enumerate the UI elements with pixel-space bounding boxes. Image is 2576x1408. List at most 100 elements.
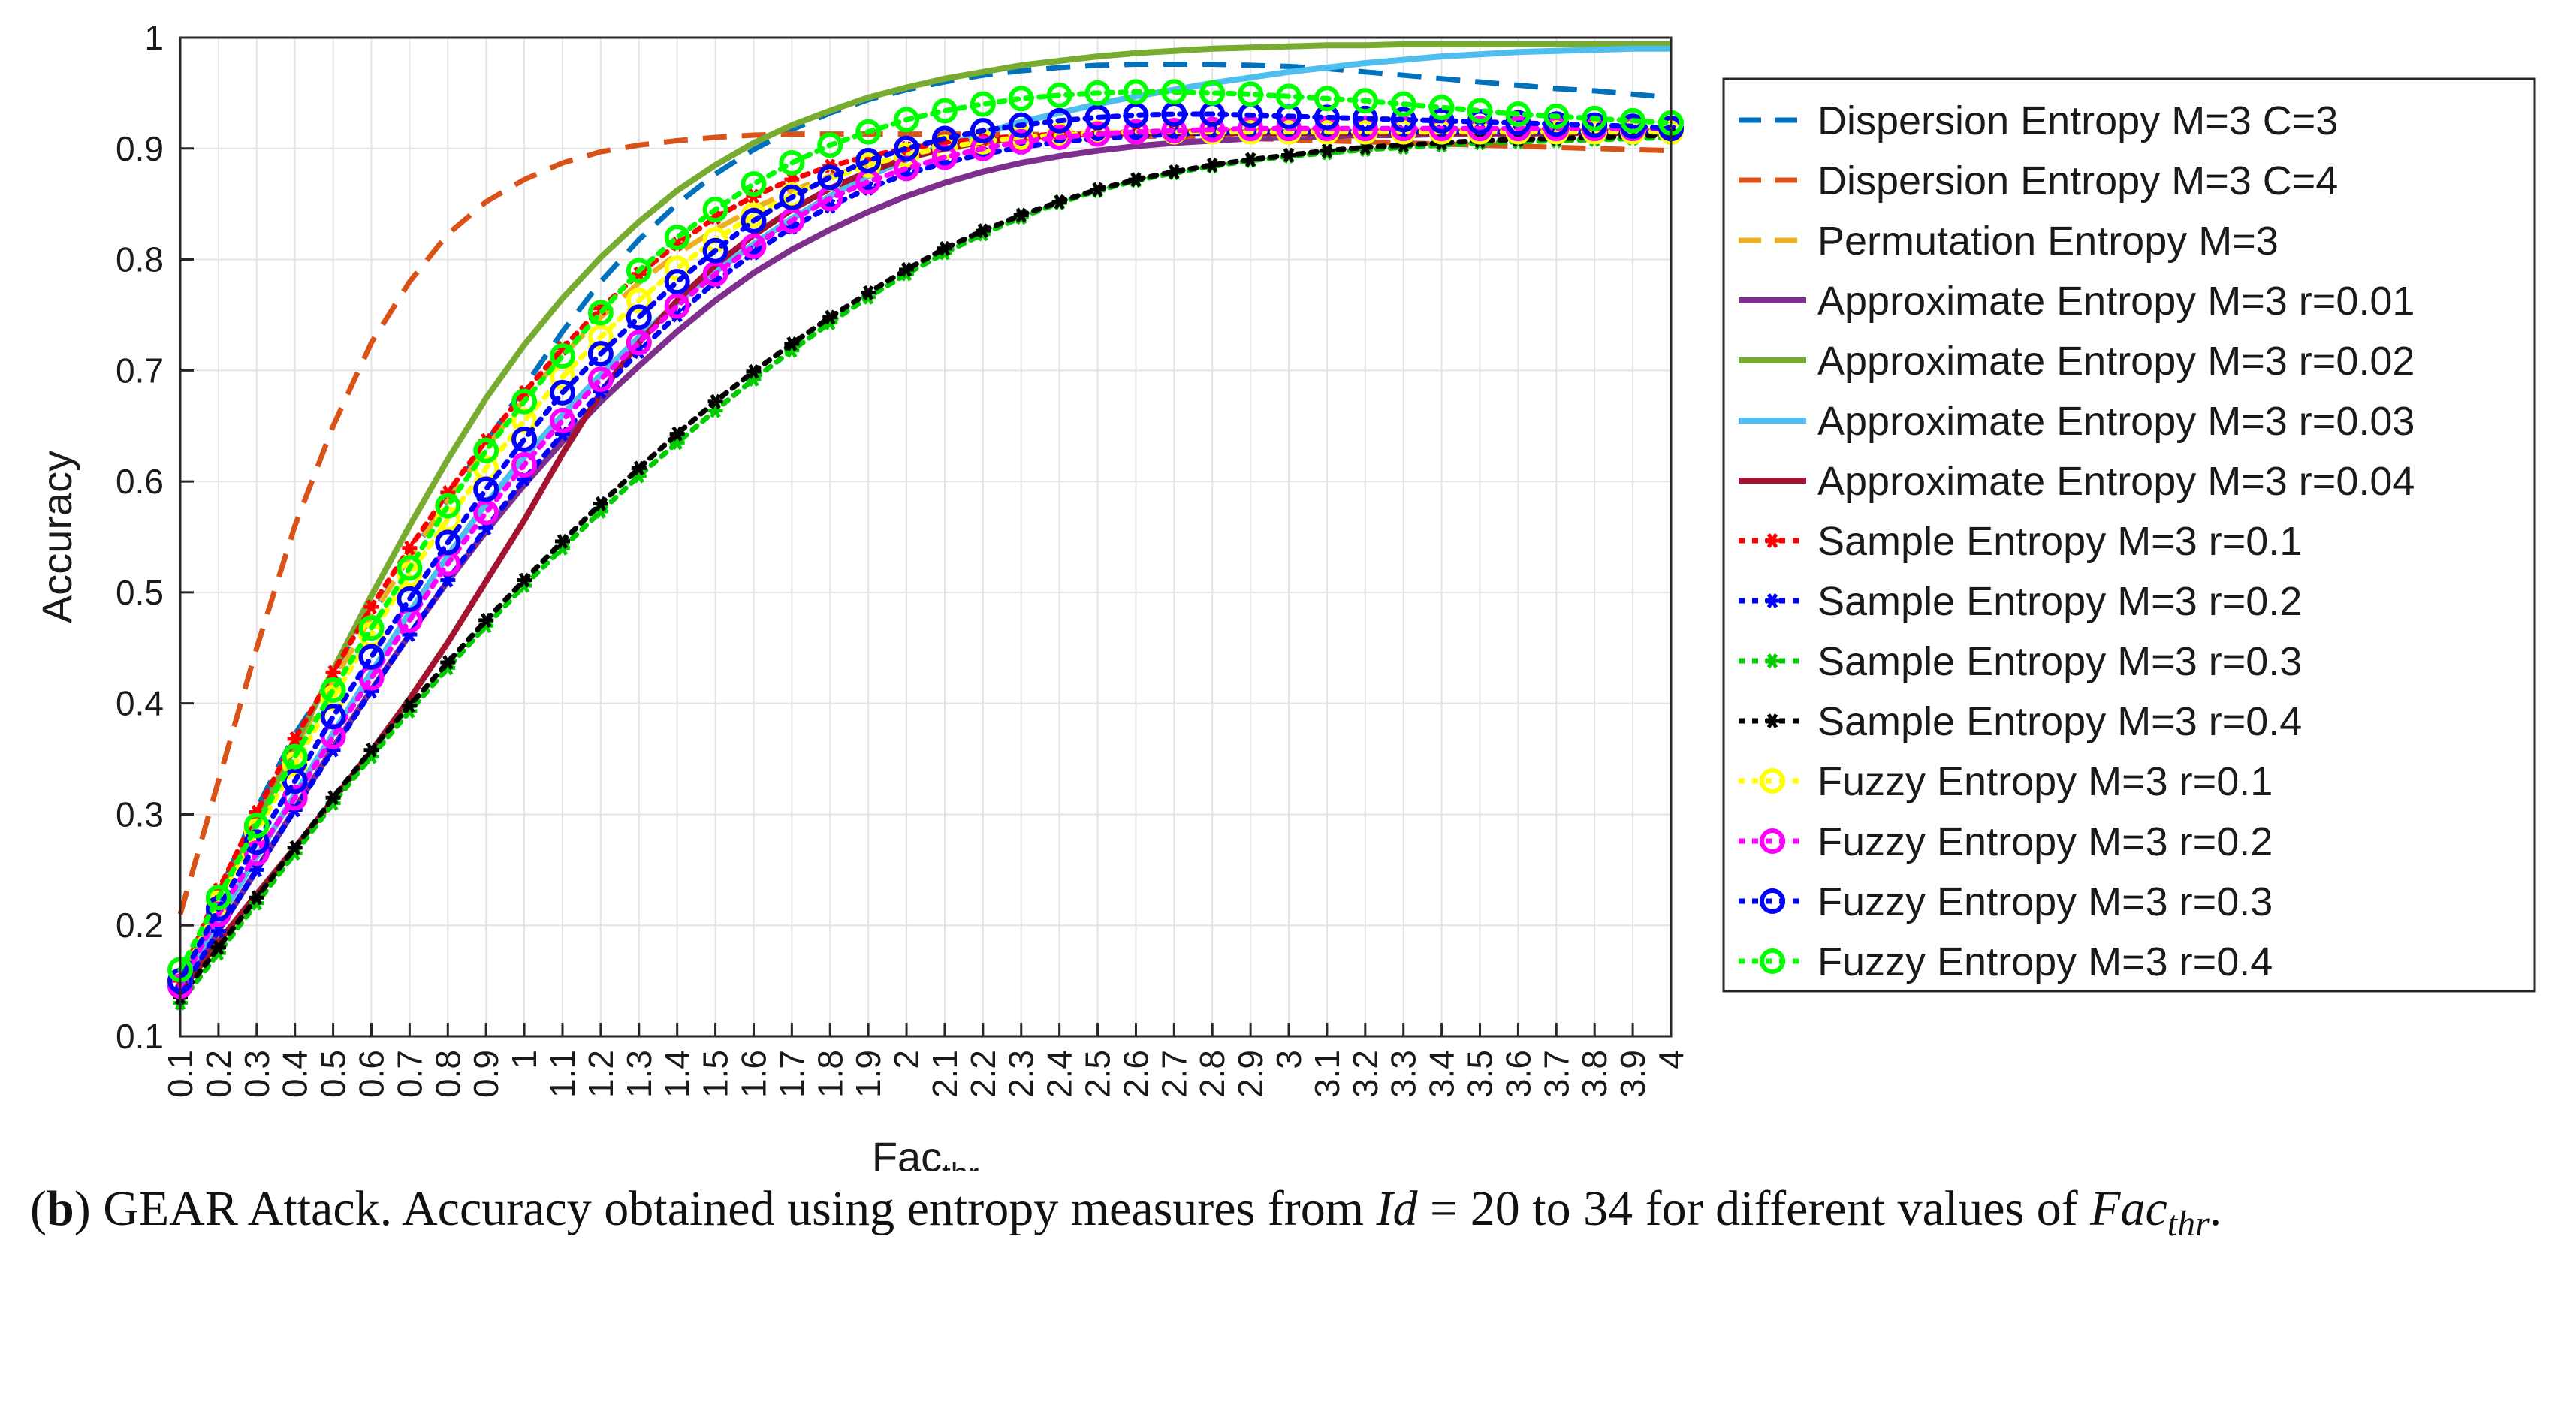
data-point	[473, 499, 499, 526]
x-tick-label: 1.4	[658, 1050, 697, 1098]
legend-item: Approximate Entropy M=3 r=0.04	[1739, 459, 2415, 504]
caption-fac-main: Fac	[2090, 1181, 2167, 1236]
data-point	[1008, 86, 1034, 112]
x-tick-label: 1.9	[849, 1050, 888, 1098]
star-marker-stroke	[404, 540, 415, 556]
data-point	[626, 330, 652, 356]
y-tick-label: 0.4	[116, 684, 164, 723]
data-point	[587, 366, 614, 393]
x-tick-label: 2	[887, 1050, 926, 1069]
y-tick-label: 0.8	[116, 240, 164, 279]
data-point	[1238, 116, 1264, 142]
legend-item: Sample Entropy M=3 r=0.2	[1739, 579, 2302, 624]
x-tick-label: 3.5	[1461, 1050, 1500, 1098]
data-point	[702, 197, 728, 223]
x-axis-label-sub: thr	[942, 1156, 979, 1171]
series-5	[177, 41, 1671, 982]
data-point	[626, 288, 652, 314]
data-point	[1543, 103, 1570, 129]
data-point	[1467, 109, 1493, 135]
data-point	[741, 233, 767, 259]
y-tick-label: 0.6	[116, 462, 164, 501]
star-marker-stroke	[442, 655, 454, 670]
x-tick-label: 0.9	[466, 1050, 505, 1098]
star-marker-stroke	[1283, 147, 1295, 163]
y-tick-label: 0.3	[116, 794, 164, 834]
x-tick-label: 3.6	[1498, 1050, 1537, 1098]
data-point	[970, 118, 996, 144]
star-marker-stroke	[1766, 653, 1778, 668]
star-marker-stroke	[557, 534, 569, 549]
star-marker-stroke	[1244, 152, 1256, 167]
data-point	[358, 615, 385, 641]
legend-item: Fuzzy Entropy M=3 r=0.2	[1739, 819, 2273, 864]
legend-label: Sample Entropy M=3 r=0.3	[1817, 639, 2302, 684]
star-marker-stroke	[1766, 593, 1778, 608]
star-marker-stroke	[825, 309, 836, 325]
data-point	[1428, 95, 1455, 121]
y-axis-label: Accuracy	[33, 451, 80, 623]
star-marker-stroke	[289, 840, 300, 855]
x-tick-label: 2.3	[1002, 1050, 1041, 1098]
data-point	[741, 207, 767, 234]
y-tick-label: 0.2	[116, 906, 164, 945]
data-point	[511, 426, 538, 452]
data-point	[511, 451, 538, 478]
data-point	[587, 324, 614, 350]
legend-label: Fuzzy Entropy M=3 r=0.1	[1817, 759, 2273, 804]
data-point	[1543, 111, 1570, 137]
series-line	[177, 129, 1674, 984]
series-line	[177, 89, 1674, 972]
x-tick-label: 2.5	[1078, 1050, 1118, 1098]
caption-fac-sub: thr	[2167, 1204, 2210, 1244]
x-tick-label: 1	[505, 1050, 544, 1069]
data-point	[1390, 91, 1416, 117]
star-marker-stroke	[404, 698, 415, 713]
x-tick-label: 4	[1651, 1050, 1691, 1069]
x-tick-label: 0.3	[237, 1050, 276, 1098]
data-point	[549, 343, 575, 369]
data-point	[855, 148, 882, 174]
star-marker-stroke	[327, 790, 339, 806]
x-tick-label: 1.6	[734, 1050, 773, 1098]
y-tick-label: 0.1	[116, 1017, 164, 1056]
x-tick-label: 2.8	[1193, 1050, 1232, 1098]
series-15	[167, 79, 1684, 983]
data-point	[587, 341, 614, 367]
star-marker-stroke	[366, 742, 377, 758]
x-tick-label: 3.9	[1613, 1050, 1652, 1098]
data-point	[1582, 105, 1608, 131]
data-point	[1352, 116, 1378, 142]
star-marker-stroke	[939, 240, 951, 256]
x-axis-label: Facthr	[872, 1133, 979, 1171]
star-marker-stroke	[710, 393, 721, 409]
series-line	[177, 132, 1674, 1000]
star-marker-stroke	[671, 426, 683, 442]
star-marker-stroke	[251, 890, 262, 906]
y-axis: 0.1 0.2 0.3 0.4 0.5 0.6 0.7 0.8 0.9 1	[116, 18, 194, 1056]
series-line	[177, 125, 1674, 989]
x-tick-label: 1.3	[620, 1050, 659, 1098]
star-marker-stroke	[977, 223, 989, 239]
data-point	[779, 149, 805, 176]
data-point	[397, 555, 423, 581]
x-tick-label: 0.6	[351, 1050, 391, 1098]
star-marker-stroke	[366, 599, 377, 615]
data-point	[626, 258, 652, 284]
legend-item: Dispersion Entropy M=3 C=3	[1739, 98, 2338, 143]
x-tick-label: 3.4	[1422, 1050, 1461, 1098]
data-point	[473, 437, 499, 463]
data-point	[894, 107, 920, 133]
legend-label: Sample Entropy M=3 r=0.2	[1817, 579, 2302, 624]
legend-marker	[1760, 888, 1785, 914]
x-tick-label: 1.8	[810, 1050, 849, 1098]
series-line	[177, 41, 1671, 982]
data-point	[205, 885, 231, 911]
data-point	[397, 586, 423, 612]
legend-item: Fuzzy Entropy M=3 r=0.4	[1739, 939, 2273, 984]
x-tick-label: 3.7	[1537, 1050, 1576, 1098]
legend-marker	[1760, 948, 1785, 974]
data-point	[1046, 107, 1072, 134]
data-point	[435, 493, 461, 519]
data-point	[282, 768, 308, 794]
